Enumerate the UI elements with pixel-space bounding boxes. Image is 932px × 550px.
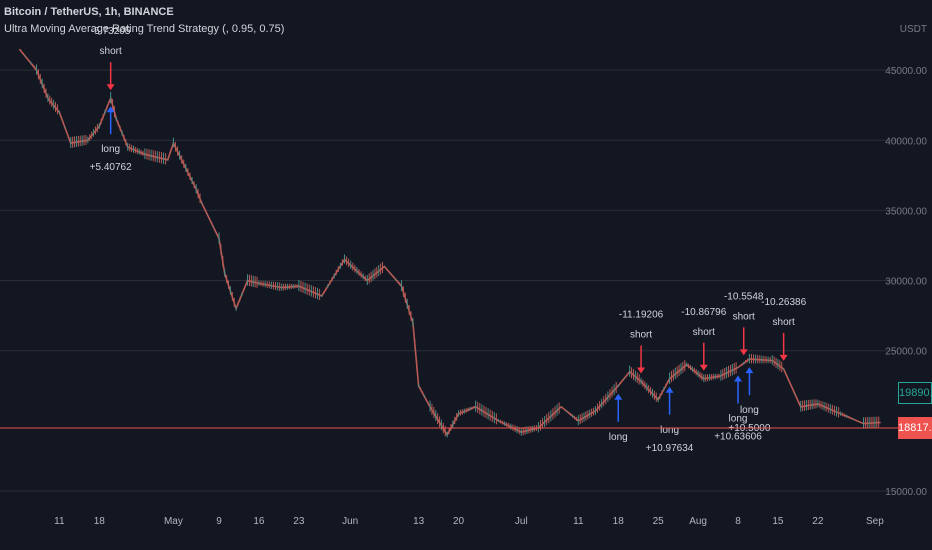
long-value: +10.5000 [728, 423, 770, 434]
long-trade-marker: long+10.5000 [728, 367, 771, 434]
x-tick-label: 16 [253, 516, 265, 527]
short-value: -10.5548 [724, 291, 764, 302]
short-arrow-head [699, 364, 708, 371]
y-axis-unit: USDT [900, 24, 927, 35]
short-label: short [100, 46, 122, 57]
long-label: long [729, 414, 748, 425]
short-trade-marker: short -10.5548 [724, 291, 764, 356]
symbol-title: Bitcoin / TetherUS, 1h, BINANCE [4, 6, 174, 18]
short-arrow-head [637, 367, 646, 374]
x-tick-label: May [164, 516, 183, 527]
short-trade-marker: short -11.19206 [619, 310, 664, 374]
price-line [18, 48, 881, 437]
long-arrow-head [734, 375, 743, 382]
short-label: short [773, 317, 795, 328]
grid [0, 69, 898, 492]
short-label: short [733, 311, 755, 322]
short-trade-marker: short -10.26386 [761, 297, 807, 361]
chart-legend: Bitcoin / TetherUS, 1h, BINANCE Ultra Mo… [4, 4, 284, 38]
last-price-tag: 18817.35 [898, 417, 932, 439]
short-trade-marker: short -5.73205 [91, 26, 131, 91]
x-axis: 11 18 May 9 16 23 Jun 13 20 Jul 11 18 25 Aug 8 15 22 Sep [54, 516, 884, 527]
x-tick-label: 23 [293, 516, 305, 527]
y-tick-label: 25000.00 [885, 347, 927, 358]
price-series [18, 48, 881, 438]
x-tick-label: 20 [453, 516, 465, 527]
long-arrow-head [106, 106, 115, 113]
x-tick-label: 9 [216, 516, 222, 527]
short-value: -10.86796 [681, 307, 726, 318]
long-value: +5.40762 [90, 162, 132, 173]
trade-markers: short -5.73205 long +5.40762 long short -11.19… [90, 26, 807, 454]
long-value: +10.63606 [714, 432, 762, 443]
short-label: short [630, 330, 652, 341]
y-tick-label: 40000.00 [885, 136, 927, 147]
long-trade-marker: long [609, 393, 628, 443]
x-tick-label: Jun [342, 516, 358, 527]
short-trade-marker: short -10.86796 [681, 307, 727, 371]
short-arrow-head [779, 354, 788, 361]
long-label: long [740, 405, 759, 416]
long-trade-marker: long +10.97634 [646, 386, 694, 454]
current-price-tag: 19890.41 [898, 382, 932, 404]
x-tick-label: Jul [515, 516, 528, 527]
strategy-title: Ultra Moving Average Rating Trend Strate… [4, 23, 285, 35]
x-tick-label: 25 [653, 516, 665, 527]
long-label: long [609, 432, 628, 443]
x-tick-label: 18 [94, 516, 106, 527]
short-value: -11.19206 [619, 310, 664, 321]
long-arrow-head [745, 367, 754, 374]
x-tick-label: 11 [54, 516, 65, 527]
x-tick-label: 13 [413, 516, 425, 527]
long-trade-marker: long +5.40762 [90, 106, 132, 173]
short-label: short [693, 327, 715, 338]
x-tick-label: 22 [812, 516, 824, 527]
x-tick-label: 18 [613, 516, 625, 527]
short-value: -10.26386 [761, 297, 806, 308]
x-tick-label: Aug [689, 516, 707, 527]
y-tick-label: 45000.00 [885, 66, 927, 77]
long-label: long [660, 425, 679, 436]
y-tick-label: 15000.00 [885, 487, 927, 498]
long-label: long [101, 144, 120, 155]
long-value: +10.97634 [646, 443, 694, 454]
short-value: -5.73205 [91, 26, 131, 37]
y-tick-label: 30000.00 [885, 277, 927, 288]
long-trade-marker: long +10.63606 [714, 375, 762, 443]
x-tick-label: Sep [866, 516, 884, 527]
x-tick-label: 11 [573, 516, 584, 527]
x-tick-label: 15 [772, 516, 784, 527]
y-tick-label: 35000.00 [885, 206, 927, 217]
long-arrow-head [614, 393, 623, 400]
y-axis: 45000.00 40000.00 35000.00 30000.00 25000.00… [885, 24, 927, 498]
short-arrow-head [106, 84, 115, 91]
long-arrow-head [665, 386, 674, 393]
short-arrow-head [739, 349, 748, 356]
x-tick-label: 8 [735, 516, 741, 527]
